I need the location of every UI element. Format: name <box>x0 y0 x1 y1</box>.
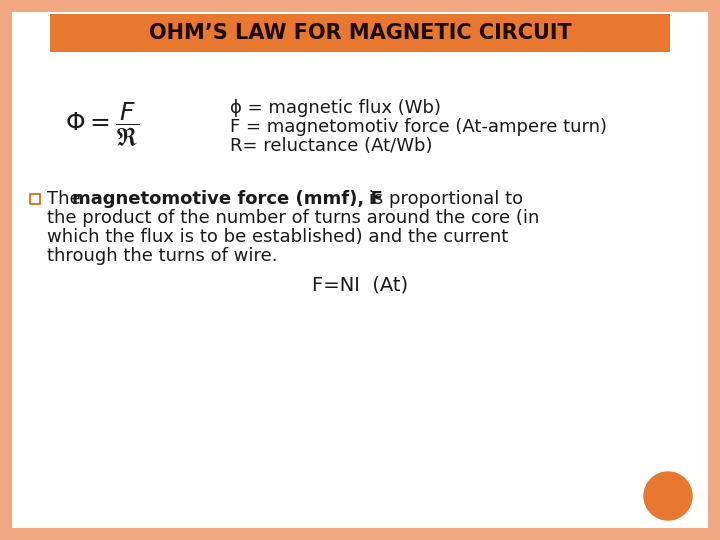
FancyBboxPatch shape <box>30 194 40 204</box>
FancyBboxPatch shape <box>12 12 708 528</box>
Text: the product of the number of turns around the core (in: the product of the number of turns aroun… <box>47 209 539 227</box>
Circle shape <box>644 472 692 520</box>
Text: which the flux is to be established) and the current: which the flux is to be established) and… <box>47 228 508 246</box>
Text: through the turns of wire.: through the turns of wire. <box>47 247 277 265</box>
Text: OHM’S LAW FOR MAGNETIC CIRCUIT: OHM’S LAW FOR MAGNETIC CIRCUIT <box>148 23 572 43</box>
Text: The: The <box>47 190 86 208</box>
Text: $\Phi = \dfrac{F}{\mathfrak{R}}$: $\Phi = \dfrac{F}{\mathfrak{R}}$ <box>65 100 139 150</box>
FancyBboxPatch shape <box>50 14 670 52</box>
Text: is proportional to: is proportional to <box>363 190 523 208</box>
Text: ϕ = magnetic flux (Wb): ϕ = magnetic flux (Wb) <box>230 99 441 117</box>
Text: F=NI  (At): F=NI (At) <box>312 275 408 294</box>
Text: magnetomotive force (mmf), F: magnetomotive force (mmf), F <box>72 190 383 208</box>
Text: R= reluctance (At/Wb): R= reluctance (At/Wb) <box>230 137 433 155</box>
Text: F = magnetomotiv force (At-ampere turn): F = magnetomotiv force (At-ampere turn) <box>230 118 607 136</box>
